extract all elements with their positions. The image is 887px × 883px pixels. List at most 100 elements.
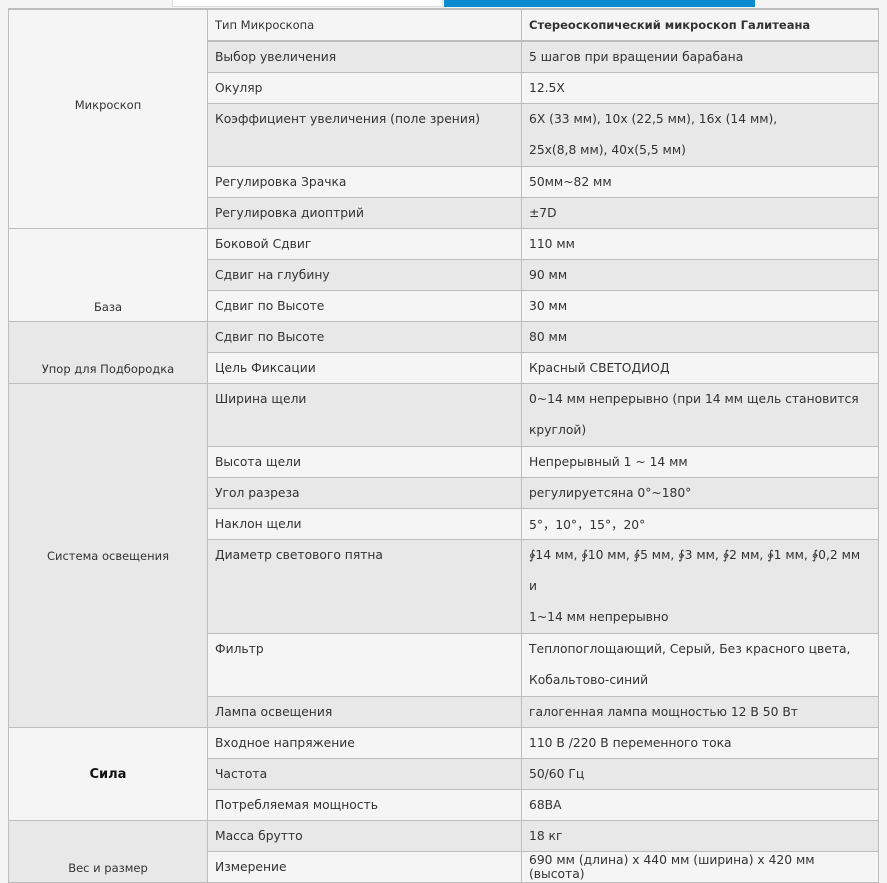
spec-value: 12.5X [521,72,879,104]
table-row: Фильтр Теплопоглощающий, Серый, Без красн… [9,633,879,697]
tab-bar [0,0,887,7]
spec-name: Частота [207,758,522,790]
table-row: Микроскоп Тип Микроскопа Стереоскопический… [8,8,879,229]
spec-value: Стереоскопический микроскоп Галитеана [521,8,879,42]
table-row: Диаметр светового пятна ∲14 мм, ∲10 мм, ∲… [9,539,879,634]
table-row: Высота щели Непрерывный 1 ~ 14 мм [9,446,879,478]
spec-value-line: Теплопоглощающий, Серый, Без красного цв… [529,642,851,656]
spec-value-line: ∲14 мм, ∲10 мм, ∲5 мм, ∲3 мм, ∲2 мм, ∲1 … [529,548,861,593]
spec-value: ∲14 мм, ∲10 мм, ∲5 мм, ∲3 мм, ∲2 мм, ∲1 … [521,539,879,634]
spec-value-line: галогенная лампа мощностью 12 В 50 Вт [529,705,798,719]
spec-value-line: 690 мм (длина) x 440 мм (ширина) x 420 м… [529,853,815,881]
spec-value: 90 мм [521,259,879,291]
spec-value: 0~14 мм непрерывно (при 14 мм щель стано… [521,383,879,447]
spec-value-line: 5°，10°，15°，20° [529,518,646,532]
spec-name: Ширина щели [207,383,522,447]
table-row: Регулировка диоптрий ±7D [9,197,879,229]
table-row: Цель Фиксации Красный СВЕТОДИОД [9,352,879,384]
table-row: Коэффициент увеличения (поле зрения) 6X (… [9,103,879,167]
table-row: Упор для Подбородка Сдвиг по Высоте 80 мм [8,321,879,384]
spec-value-line: 30 мм [529,299,568,313]
group-label: Сила [8,727,208,821]
spec-value-line: Непрерывный 1 ~ 14 мм [529,455,688,469]
spec-value-line: 90 мм [529,268,568,282]
spec-name: Регулировка Зрачка [207,166,522,198]
spec-name: Окуляр [207,72,522,104]
table-row: Потребляемая мощность 68ВА [9,789,879,821]
spec-value: Непрерывный 1 ~ 14 мм [521,446,879,478]
spec-value-line: 18 кг [529,829,563,843]
group-label: Система освещения [8,383,208,728]
table-row: Регулировка Зрачка 50мм~82 мм [9,166,879,198]
spec-value-line: 110 мм [529,237,575,251]
spec-name: Масса брутто [207,820,522,852]
spec-value: 110 В /220 В переменного тока [521,727,879,759]
spec-value: ±7D [521,197,879,229]
spec-value-line: 1~14 мм непрерывно [529,610,669,624]
group-label: Упор для Подбородка [8,321,208,384]
spec-value-line: 50мм~82 мм [529,175,612,189]
group-label: База [8,228,208,322]
tab-inactive[interactable] [172,0,443,7]
spec-name: Фильтр [207,633,522,697]
spec-name: Входное напряжение [207,727,522,759]
spec-value: 110 мм [521,228,879,260]
spec-value: Теплопоглощающий, Серый, Без красного цв… [521,633,879,697]
spec-table: Микроскоп Тип Микроскопа Стереоскопический… [8,8,879,883]
spec-name: Наклон щели [207,508,522,540]
spec-value-line: Стереоскопический микроскоп Галитеана [529,18,811,32]
table-row: Выбор увеличения 5 шагов при вращении бар… [9,40,879,73]
spec-name: Лампа освещения [207,696,522,728]
spec-value-line: 0~14 мм непрерывно (при 14 мм щель стано… [529,392,859,406]
spec-name: Сдвиг по Высоте [207,290,522,322]
table-row: Вес и размер Масса брутто 18 кг [8,820,879,883]
spec-value: 50мм~82 мм [521,166,879,198]
spec-value-line: 80 мм [529,330,568,344]
spec-value: 80 мм [521,321,879,353]
table-row: Сдвиг на глубину 90 мм [9,259,879,291]
table-row: Сила Входное напряжение 110 В /220 В перем… [8,727,879,821]
spec-value: регулируетсяна 0°~180° [521,477,879,509]
spec-name: Угол разреза [207,477,522,509]
spec-value: 18 кг [521,820,879,852]
spec-value: галогенная лампа мощностью 12 В 50 Вт [521,696,879,728]
spec-name: Тип Микроскопа [207,8,522,42]
spec-value-line: 6X (33 мм), 10x (22,5 мм), 16x (14 мм), [529,112,778,126]
spec-value-line: ±7D [529,206,557,220]
spec-value: 50/60 Гц [521,758,879,790]
spec-name: Коэффициент увеличения (поле зрения) [207,103,522,167]
spec-value: 5°，10°，15°，20° [521,508,879,540]
spec-value-line: круглой) [529,423,587,437]
tab-active[interactable] [444,0,755,7]
table-row: База Боковой Сдвиг 110 мм [8,228,879,322]
spec-name: Регулировка диоптрий [207,197,522,229]
spec-name: Цель Фиксации [207,352,522,384]
spec-value: 690 мм (длина) x 440 мм (ширина) x 420 м… [521,851,879,883]
spec-value-line: 5 шагов при вращении барабана [529,50,744,64]
table-row: Угол разреза регулируетсяна 0°~180° [9,477,879,509]
spec-value-line: 25x(8,8 мм), 40x(5,5 мм) [529,143,686,157]
spec-value: Красный СВЕТОДИОД [521,352,879,384]
spec-value: 30 мм [521,290,879,322]
table-row: Система освещения Ширина щели 0~14 мм непр… [8,383,879,728]
table-row: Частота 50/60 Гц [9,758,879,790]
spec-value-line: Кобальтово-синий [529,673,649,687]
spec-name: Высота щели [207,446,522,478]
spec-value: 68ВА [521,789,879,821]
table-row: Сдвиг по Высоте 30 мм [9,290,879,322]
spec-value-line: 110 В /220 В переменного тока [529,736,732,750]
table-row: Лампа освещения галогенная лампа мощность… [9,696,879,728]
spec-value-line: 50/60 Гц [529,767,585,781]
group-label: Вес и размер [8,820,208,883]
spec-name: Выбор увеличения [207,40,522,73]
spec-name: Сдвиг по Высоте [207,321,522,353]
spec-value: 6X (33 мм), 10x (22,5 мм), 16x (14 мм), 2… [521,103,879,167]
group-label: Микроскоп [8,8,208,229]
spec-name: Сдвиг на глубину [207,259,522,291]
spec-value-line: Красный СВЕТОДИОД [529,361,670,375]
spec-name: Боковой Сдвиг [207,228,522,260]
spec-value: 5 шагов при вращении барабана [521,40,879,73]
spec-value-line: регулируетсяна 0°~180° [529,486,692,500]
spec-value-line: 68ВА [529,798,562,812]
spec-value-line: 12.5X [529,81,565,95]
